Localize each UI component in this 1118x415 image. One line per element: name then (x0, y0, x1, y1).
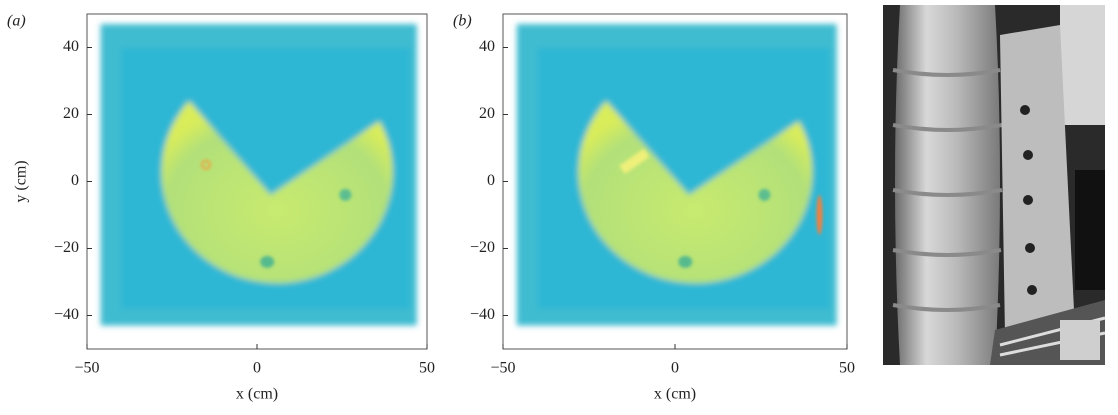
heatmap-image (516, 24, 837, 326)
y-tick-label: 20 (479, 105, 495, 122)
panel: −50 0 50 40 20 0 −20 −40 (b) x (cm) (453, 13, 855, 403)
y-tick-label: −20 (470, 239, 495, 256)
insert-marker (619, 148, 650, 174)
x-tick-label: −50 (74, 360, 99, 377)
panel: −50 0 50 40 20 0 −20 −40 (a) x (cm) y (cm) (7, 13, 435, 403)
y-tick-label: 40 (63, 38, 79, 55)
x-tick-label: 50 (839, 360, 855, 377)
y-tick-label: 0 (487, 172, 495, 189)
dark-spot (758, 188, 771, 201)
heatmap-image (100, 24, 417, 326)
y-tick-label: 0 (71, 172, 79, 189)
ring-marker (201, 159, 211, 170)
pacman-shape (161, 101, 393, 284)
spots (619, 148, 823, 268)
x-tick-label: 50 (419, 360, 435, 377)
x-axis-label: x (cm) (236, 386, 278, 403)
dark-spot (678, 255, 693, 268)
x-tick-label: 0 (253, 360, 261, 377)
x-tick-label: −50 (490, 360, 515, 377)
y-tick-label: −20 (54, 239, 79, 256)
y-tick-label: 40 (479, 38, 495, 55)
hot-streak (816, 195, 823, 235)
dark-spot (339, 188, 352, 201)
panel-label: (b) (453, 13, 472, 30)
spots (201, 159, 352, 268)
y-tick-label: 20 (63, 105, 79, 122)
pacman-shape (578, 101, 813, 284)
x-axis-label: x (cm) (654, 386, 696, 403)
dark-spot (260, 255, 275, 268)
y-axis-label: y (cm) (13, 160, 30, 202)
y-tick-label: −40 (470, 306, 495, 323)
photo (883, 5, 1106, 365)
x-tick-label: 0 (671, 360, 679, 377)
panel-label: (a) (7, 13, 26, 30)
y-tick-label: −40 (54, 306, 79, 323)
